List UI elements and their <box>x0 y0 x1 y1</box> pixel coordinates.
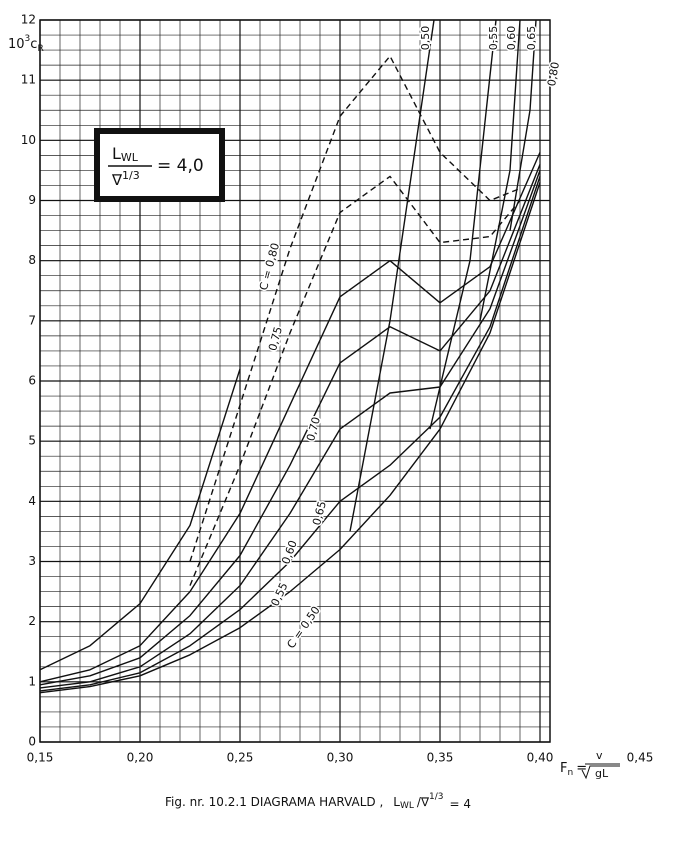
x-tick-label: 0,20 <box>127 751 154 765</box>
plot-frame <box>39 19 551 743</box>
curve-label: 0,75 <box>266 325 285 352</box>
svg-text:Fn=: Fn = <box>560 761 587 778</box>
curve <box>39 368 241 671</box>
svg-text:v: v <box>596 749 603 762</box>
y-tick-label: 6 <box>28 374 36 388</box>
curve-label: 0,65 <box>310 500 329 527</box>
curve-label: 0,80 <box>545 61 562 87</box>
curve <box>429 19 497 430</box>
curve <box>479 19 521 321</box>
x-tick-label: 0,35 <box>427 751 454 765</box>
curve <box>39 170 541 689</box>
caption: Fig. nr. 10.2.1 DIAGRAMA HARVALD , LWL/∇1… <box>165 792 471 811</box>
x-tick-label: 0,45 <box>627 751 654 765</box>
y-tick-label: 4 <box>28 494 36 508</box>
curve <box>189 175 521 586</box>
curve <box>39 152 541 683</box>
y-tick-label: 10 <box>21 133 36 147</box>
curve-label: 0,65 <box>525 26 538 51</box>
x-tick-label: 0,15 <box>27 751 54 765</box>
curve <box>39 164 541 686</box>
y-axis-label: 103cR <box>8 34 44 54</box>
y-tick-label: 1 <box>28 674 36 688</box>
y-tick-label: 7 <box>28 313 36 327</box>
y-tick-label: 3 <box>28 554 36 568</box>
curve <box>189 55 521 562</box>
curve <box>509 19 537 231</box>
curve <box>39 176 541 692</box>
curve-label: 0,50 <box>419 26 432 51</box>
y-tick-label: 0 <box>28 735 36 749</box>
y-tick-label: 12 <box>21 13 36 27</box>
y-tick-label: 5 <box>28 434 36 448</box>
curve-label: C = 0,50 <box>284 604 322 651</box>
y-tick-label: 8 <box>28 253 36 267</box>
x-axis-label: Fn = v gL <box>560 749 620 780</box>
svg-text:LWL: LWL <box>112 144 139 165</box>
y-tick-label: 9 <box>28 193 36 207</box>
svg-text:∇1/3: ∇1/3 <box>111 169 140 189</box>
curve <box>349 19 435 532</box>
curve <box>39 182 541 694</box>
ratio-box: LWL ∇1/3 = 4,0 <box>94 128 225 202</box>
y-tick-label: 11 <box>21 73 36 87</box>
svg-text:= 4,0: = 4,0 <box>157 156 204 176</box>
curve-label: 0,55 <box>487 26 500 51</box>
y-tick-label: 2 <box>28 614 36 628</box>
curve-label: 0,60 <box>505 26 518 51</box>
svg-text:gL: gL <box>595 767 609 780</box>
x-tick-label: 0,30 <box>327 751 354 765</box>
x-tick-label: 0,40 <box>527 751 554 765</box>
x-tick-label: 0,25 <box>227 751 254 765</box>
